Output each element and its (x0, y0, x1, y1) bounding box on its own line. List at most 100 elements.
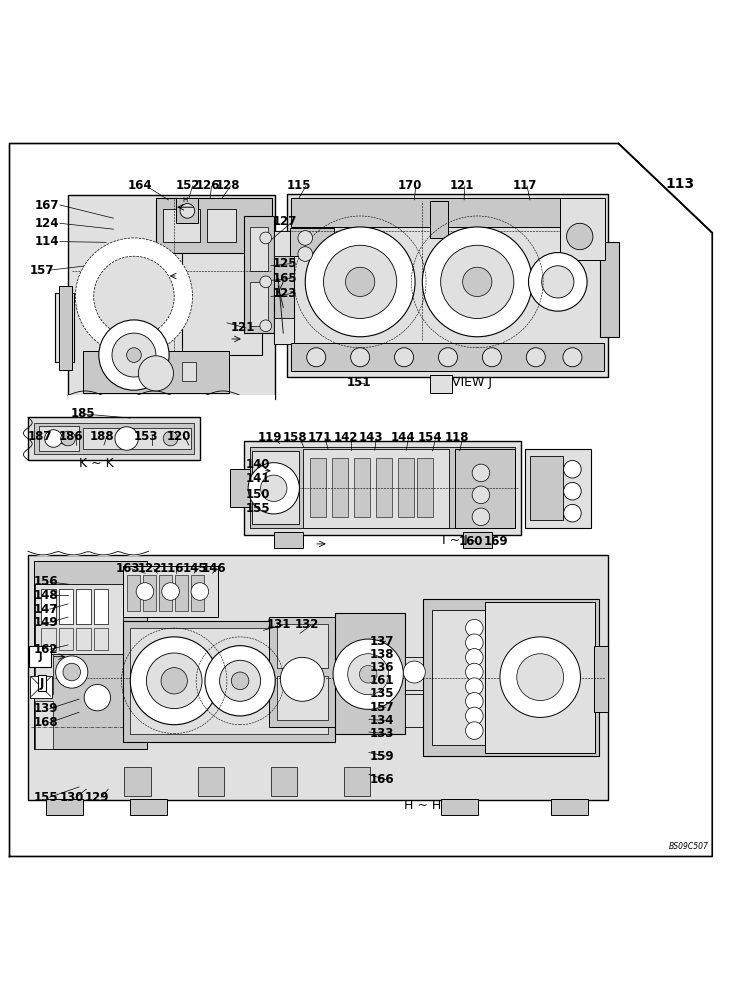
Text: 136: 136 (370, 661, 394, 674)
Bar (303, 449, 449, 528)
Circle shape (351, 348, 370, 367)
Bar (41, 589, 56, 624)
Bar (551, 799, 588, 815)
Circle shape (441, 245, 514, 318)
Circle shape (205, 646, 275, 716)
Circle shape (112, 333, 156, 377)
Text: 143: 143 (359, 431, 383, 444)
Circle shape (220, 660, 261, 701)
Text: 169: 169 (484, 535, 509, 548)
Bar (274, 318, 294, 344)
Circle shape (359, 665, 377, 683)
Bar (29, 646, 51, 667)
Circle shape (333, 639, 403, 709)
Text: 171: 171 (307, 431, 332, 444)
Bar (176, 198, 198, 223)
Circle shape (529, 253, 587, 311)
Bar (124, 767, 151, 796)
Text: 149: 149 (34, 616, 59, 629)
Bar (76, 628, 91, 650)
Text: 167: 167 (35, 199, 59, 212)
Text: 153: 153 (134, 430, 158, 443)
Circle shape (138, 356, 173, 391)
Bar (252, 451, 299, 524)
Bar (354, 458, 370, 517)
Circle shape (472, 464, 490, 482)
Circle shape (115, 427, 138, 450)
Text: 129: 129 (85, 791, 109, 804)
Circle shape (63, 663, 81, 681)
Circle shape (463, 267, 492, 297)
Circle shape (180, 204, 195, 218)
Text: 117: 117 (512, 179, 537, 192)
Circle shape (324, 245, 397, 318)
Bar (46, 799, 83, 815)
Text: 132: 132 (295, 618, 319, 631)
Text: 114: 114 (35, 235, 59, 248)
Bar (344, 767, 370, 796)
Text: 118: 118 (445, 431, 469, 444)
Circle shape (517, 654, 564, 701)
Bar (423, 599, 599, 756)
Bar (277, 624, 328, 668)
Bar (463, 532, 492, 548)
Bar (230, 469, 250, 507)
Circle shape (395, 348, 414, 367)
Text: 122: 122 (138, 562, 162, 575)
Bar (430, 375, 452, 393)
Text: 133: 133 (370, 727, 394, 740)
Text: 141: 141 (246, 472, 270, 485)
Circle shape (466, 663, 483, 681)
Bar (163, 209, 200, 242)
Circle shape (466, 707, 483, 725)
Bar (600, 242, 619, 337)
Text: 125: 125 (272, 257, 296, 270)
Bar (455, 449, 515, 528)
Bar (59, 589, 73, 624)
Bar (376, 458, 392, 517)
Text: J: J (39, 652, 42, 662)
Bar (34, 423, 194, 454)
Text: 119: 119 (258, 431, 282, 444)
Circle shape (564, 482, 581, 500)
Circle shape (248, 463, 299, 514)
Bar (244, 441, 521, 535)
Text: 165: 165 (272, 272, 297, 285)
Bar (182, 220, 262, 355)
Bar (76, 589, 91, 624)
Text: 127: 127 (272, 215, 296, 228)
Text: 157: 157 (370, 701, 394, 714)
Bar (127, 575, 140, 611)
Text: 154: 154 (418, 431, 443, 444)
Text: 186: 186 (59, 430, 83, 443)
Bar (143, 575, 156, 611)
Text: 187: 187 (28, 430, 52, 443)
Text: H ~ H: H ~ H (404, 799, 441, 812)
Text: 157: 157 (29, 264, 53, 277)
Polygon shape (10, 144, 712, 856)
Circle shape (482, 348, 501, 367)
Bar (530, 456, 563, 520)
Bar (332, 458, 348, 517)
Circle shape (466, 678, 483, 695)
Circle shape (99, 320, 169, 390)
Bar (39, 426, 79, 451)
Circle shape (146, 653, 202, 709)
Text: 130: 130 (60, 791, 84, 804)
Circle shape (346, 267, 375, 297)
Text: 139: 139 (34, 702, 58, 715)
Bar (274, 231, 294, 256)
Bar (191, 575, 204, 611)
Circle shape (567, 223, 593, 250)
Text: 121: 121 (231, 321, 255, 334)
Circle shape (136, 583, 154, 600)
Text: 159: 159 (370, 750, 395, 763)
Bar (525, 449, 591, 528)
Circle shape (162, 583, 179, 600)
Bar (198, 767, 224, 796)
Circle shape (84, 684, 111, 711)
Circle shape (75, 238, 193, 355)
Circle shape (163, 431, 178, 446)
Text: 142: 142 (334, 431, 358, 444)
Bar (310, 458, 326, 517)
